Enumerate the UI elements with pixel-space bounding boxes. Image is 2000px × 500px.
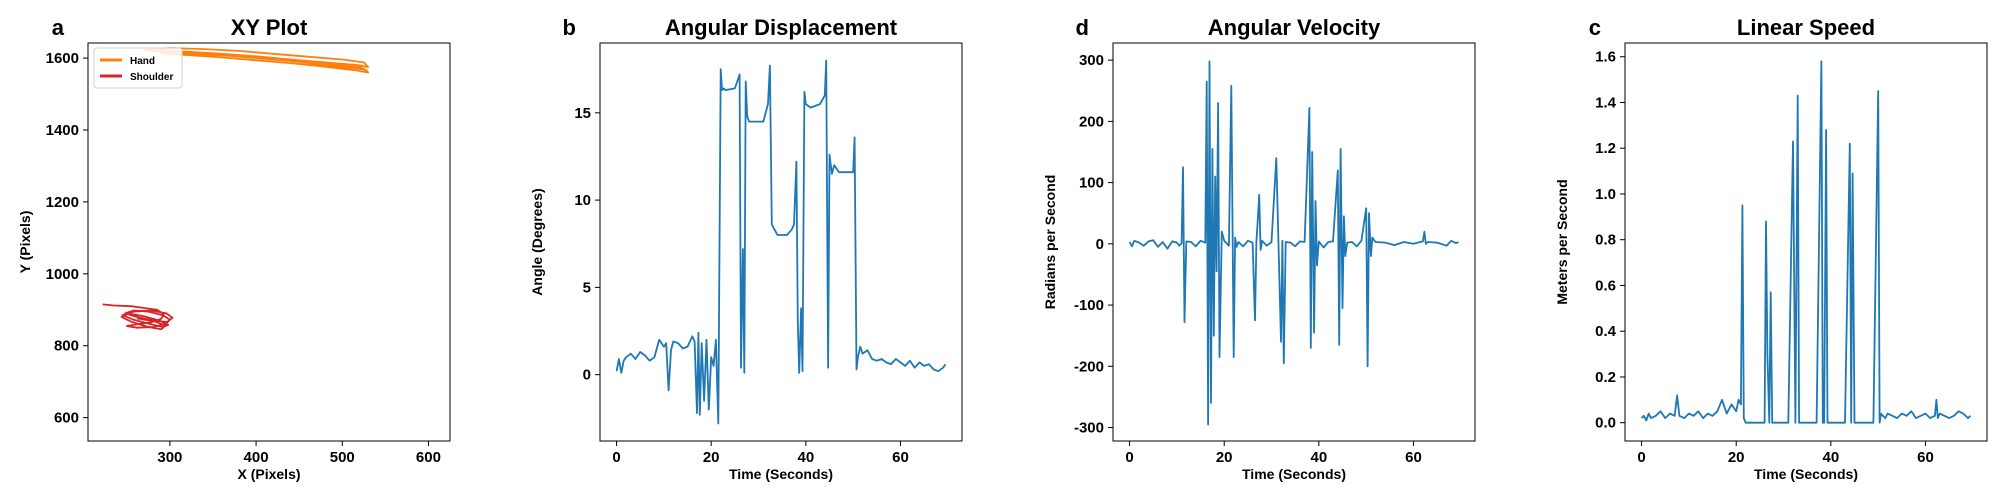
panel-b-x-tick-label: 0 [612, 449, 620, 466]
panel-b-x-axis-label: Time (Seconds) [729, 466, 833, 482]
panel-c-axes-frame [1624, 42, 1988, 442]
panel-c-y-tick-label: 0.0 [1595, 415, 1616, 432]
panel-a-shoulder-line [102, 303, 174, 331]
panel-c-y-tick-label: 0.2 [1595, 369, 1616, 386]
panel-b-x-tick-label: 20 [703, 449, 720, 466]
panel-a-y-tick-label: 1600 [46, 50, 79, 67]
panel-b-x-tick-label: 60 [892, 449, 909, 466]
panel-b-axes-frame [599, 42, 963, 442]
panel-d-y-tick-label: 100 [1079, 175, 1104, 192]
panel-d-y-axis-label: Radians per Second [1042, 175, 1058, 310]
panel-d-y-tick-label: 300 [1079, 52, 1104, 69]
panel-a-legend-hand-label: Hand [130, 56, 155, 67]
panel-b-series-0-line [615, 59, 947, 425]
panel-b-y-tick-label: 0 [583, 367, 591, 384]
panel-c-title: Linear Speed [1737, 15, 1875, 40]
panel-d-y-tick-label: 200 [1079, 113, 1104, 130]
panel-a-x-tick-label: 500 [330, 449, 355, 466]
panel-c-y-tick-label: 0.4 [1595, 323, 1617, 340]
panel-a-legend-box [93, 47, 183, 89]
panel-c-y-tick-label: 1.0 [1595, 186, 1616, 203]
panel-c-y-tick-label: 1.4 [1595, 94, 1617, 111]
panel-c-x-tick-label: 20 [1728, 449, 1745, 466]
panel-c-x-tick-label: 40 [1822, 449, 1839, 466]
panel-a-title: XY Plot [231, 15, 308, 40]
panel-a-y-tick-label: 600 [54, 410, 79, 427]
panel-a-axes-frame [87, 42, 451, 442]
panel-b-y-tick-label: 5 [583, 279, 591, 296]
panel-d-x-tick-label: 0 [1125, 449, 1133, 466]
panel-a-y-tick-label: 1400 [46, 122, 79, 139]
panel-a-y-tick-label: 800 [54, 338, 79, 355]
panel-c-x-tick-label: 60 [1917, 449, 1934, 466]
panel-b-title: Angular Displacement [665, 15, 898, 40]
panel-c-y-tick-label: 0.6 [1595, 277, 1616, 294]
panel-b-x-tick-label: 40 [797, 449, 814, 466]
panel-a-letter: a [52, 15, 65, 40]
panel-d-x-tick-label: 40 [1310, 449, 1327, 466]
panel-c-y-tick-label: 1.6 [1595, 49, 1616, 66]
panel-d-x-axis-label: Time (Seconds) [1242, 466, 1346, 482]
panel-d-axes-frame [1112, 42, 1476, 442]
panel-b-y-tick-label: 15 [574, 105, 591, 122]
panel-a-x-tick-label: 400 [244, 449, 269, 466]
panel-b-y-axis-label: Angle (Degrees) [529, 188, 545, 295]
panel-a-legend-shoulder-label: Shoulder [130, 72, 173, 83]
panel-c-x-axis-label: Time (Seconds) [1754, 466, 1858, 482]
panel-d-title: Angular Velocity [1208, 15, 1381, 40]
panel-d-x-tick-label: 60 [1405, 449, 1422, 466]
panel-b-letter: b [563, 15, 576, 40]
panel-b-y-tick-label: 10 [574, 192, 591, 209]
panel-a-y-axis-label: Y (Pixels) [17, 211, 33, 274]
panel-a-x-tick-label: 600 [416, 449, 441, 466]
panel-d-y-tick-label: -300 [1074, 420, 1104, 437]
panel-c-series-0-line [1640, 60, 1972, 424]
panel-a-y-tick-label: 1200 [46, 194, 79, 211]
panel-a-x-tick-label: 300 [157, 449, 182, 466]
panel-c-y-axis-label: Meters per Second [1554, 179, 1570, 304]
panel-d-series-0-line [1128, 60, 1459, 426]
panel-d-letter: d [1076, 15, 1089, 40]
panel-d-y-tick-label: -200 [1074, 358, 1104, 375]
panel-d-y-tick-label: 0 [1096, 236, 1104, 253]
panel-d-y-tick-label: -100 [1074, 297, 1104, 314]
panel-c-y-tick-label: 0.8 [1595, 232, 1616, 249]
panel-c-x-tick-label: 0 [1637, 449, 1645, 466]
panel-c-letter: c [1589, 15, 1601, 40]
panel-a-hand-line [143, 47, 370, 74]
panel-c-y-tick-label: 1.2 [1595, 140, 1616, 157]
panel-a-y-tick-label: 1000 [46, 266, 79, 283]
panel-d-x-tick-label: 20 [1216, 449, 1233, 466]
panel-a-x-axis-label: X (Pixels) [237, 466, 300, 482]
